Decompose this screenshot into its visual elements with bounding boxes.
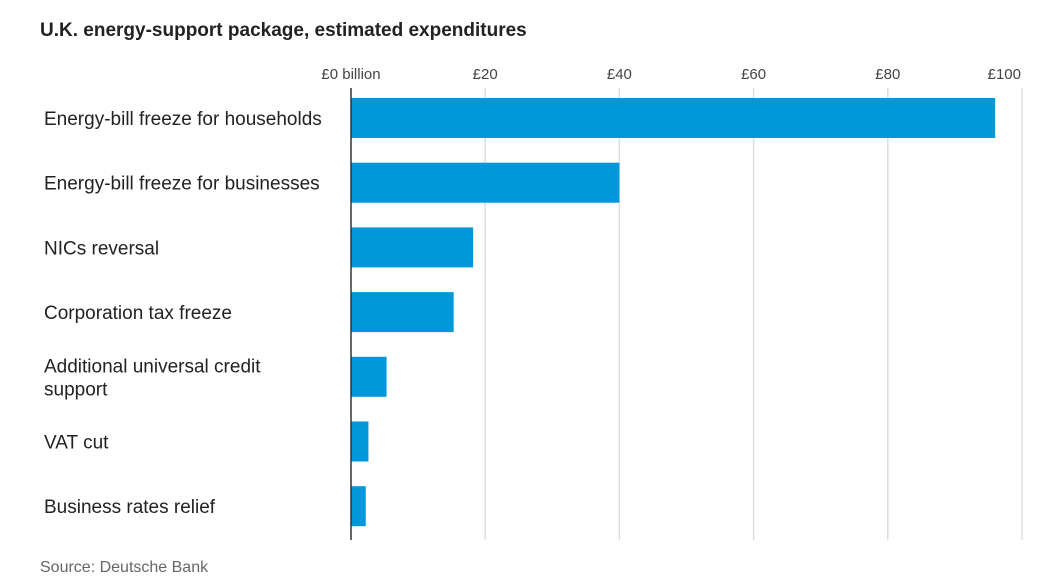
bars [351, 98, 996, 527]
x-tick-label: £60 [741, 66, 766, 83]
gridlines [484, 88, 1023, 540]
bar [351, 162, 620, 203]
x-axis-ticks: £0 billion £20 £40 £60 £80 £100 [321, 66, 1021, 83]
chart-title: U.K. energy-support package, estimated e… [40, 20, 527, 41]
category-label: Energy-bill freeze for businesses [44, 174, 320, 195]
bar [351, 292, 454, 333]
category-labels: Energy-bill freeze for households Energy-… [44, 109, 322, 518]
category-label: NICs reversal [44, 238, 159, 259]
bar [351, 356, 387, 397]
bar [351, 421, 369, 462]
x-tick-label: £80 [875, 66, 900, 83]
category-label: Additional universal credit support [44, 356, 261, 400]
bar [351, 98, 996, 138]
x-tick-label: £40 [607, 66, 632, 83]
source-note: Source: Deutsche Bank [40, 559, 209, 576]
category-label: VAT cut [44, 433, 109, 454]
category-label: Energy-bill freeze for households [44, 109, 322, 130]
bar [351, 486, 366, 527]
x-tick-label: £20 [473, 66, 498, 83]
category-label: Corporation tax freeze [44, 303, 232, 324]
category-label: Business rates relief [44, 497, 216, 518]
x-tick-label: £100 [988, 66, 1021, 83]
bar [351, 227, 474, 268]
x-tick-label: £0 billion [321, 66, 380, 83]
